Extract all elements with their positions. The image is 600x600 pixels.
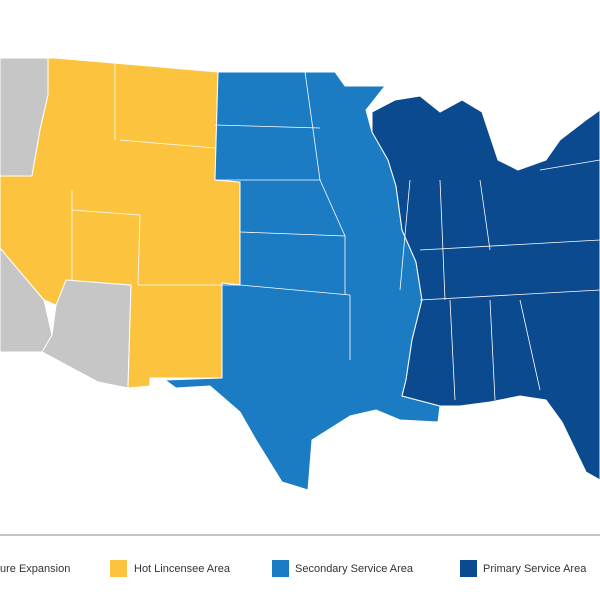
legend-swatch (272, 560, 289, 577)
state-borders (71, 60, 600, 401)
legend-label: Hot Lincensee Area (134, 563, 231, 575)
legend-label: Secondary Service Area (295, 563, 414, 575)
legend-swatch (460, 560, 477, 577)
legend-label: ure Expansion (0, 563, 70, 575)
legend: ure Expansion Hot Lincensee Area Seconda… (0, 560, 587, 577)
us-map (0, 57, 600, 491)
legend-label: Primary Service Area (483, 563, 587, 575)
legend-swatch (110, 560, 127, 577)
region-east (371, 95, 600, 481)
